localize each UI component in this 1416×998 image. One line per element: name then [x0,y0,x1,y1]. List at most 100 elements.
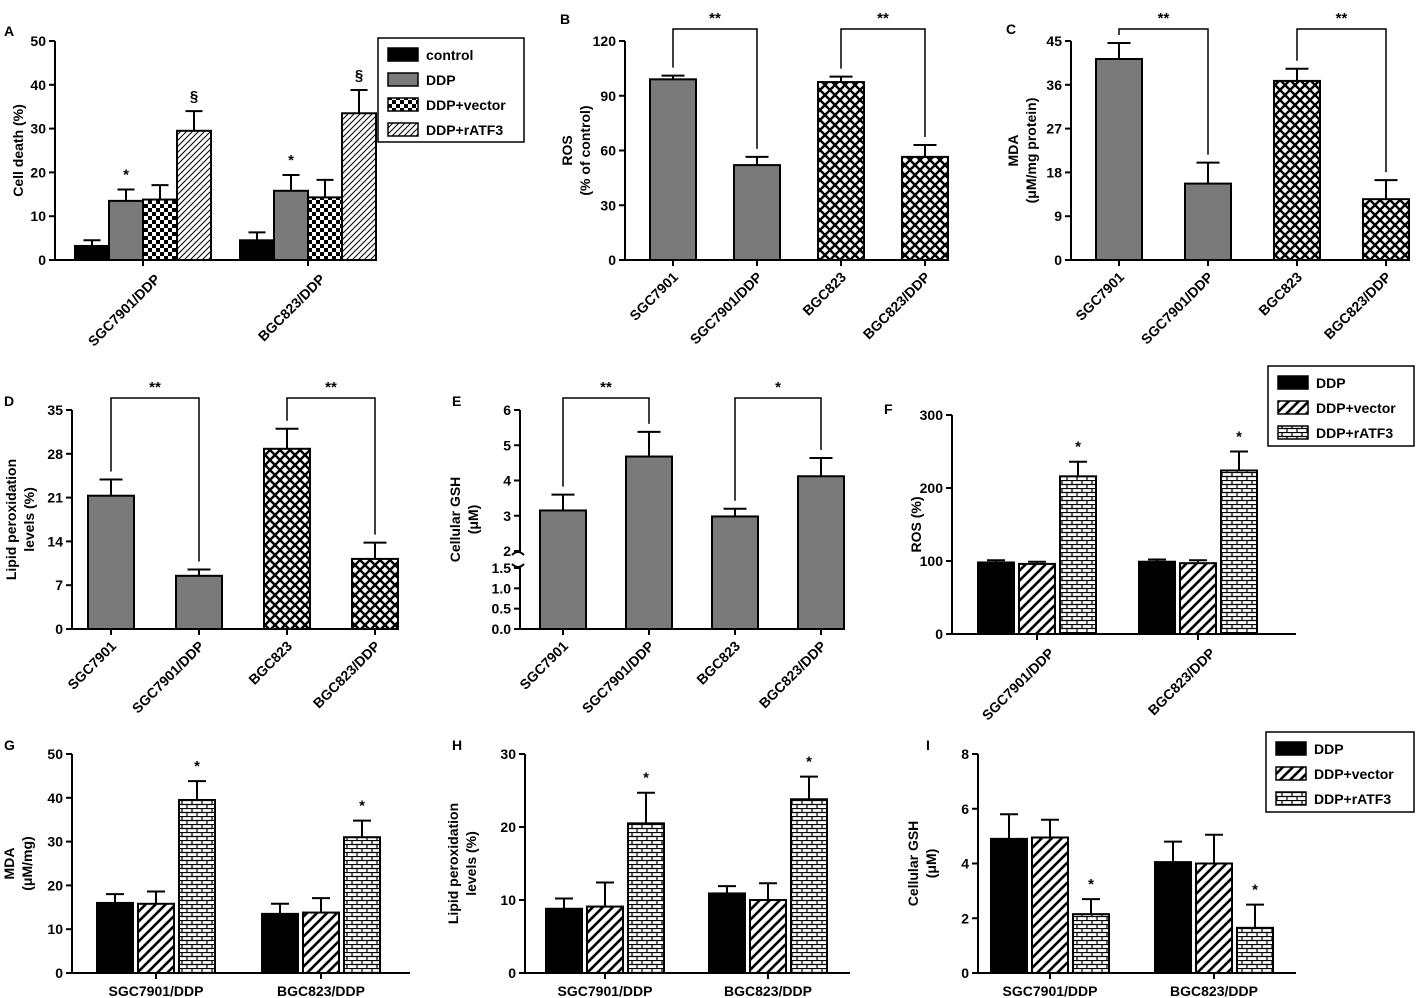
x-tick-label: SGC7901/DDP [109,983,204,998]
panel-letter: C [1006,21,1016,37]
legend-label: DDP [1314,741,1344,757]
x-tick-label: BGC823 [799,269,849,319]
legend-swatch [1277,400,1309,415]
significance-marker: * [1236,429,1242,446]
bar [1195,862,1233,974]
x-tick-label: BGC823/DDP [310,638,383,711]
bar [1154,861,1192,974]
legend: control DDP DDP+vector DDP+rATF3 [377,37,525,143]
bar [273,189,309,262]
x-tick-label: SGC7901 [626,269,681,324]
panel-letter: F [884,401,893,417]
legend-label: DDP+vector [426,97,506,113]
significance-marker: * [643,770,649,787]
bar [1072,913,1110,974]
significance-bracket [110,397,200,562]
significance-marker: * [359,798,365,815]
y-tick-label: 20 [500,819,516,835]
panel-I: I 0 2 4 6 8 Cellular GSH (μM) SGC7901/DDP BGC823/… [905,731,1415,998]
y-axis-title: MDA [1005,135,1021,167]
legend-label: DDP+rATF3 [1316,425,1393,441]
bar [990,837,1028,974]
y-tick-label: 0 [961,965,969,981]
y-axis-title: Cellular GSH [447,477,463,563]
panel-letter: B [560,11,570,27]
bar [178,798,216,974]
significance-marker: § [190,88,198,105]
y-tick-label: 28 [47,446,63,462]
bar [239,239,275,261]
bar [87,494,135,631]
y-tick-label: 50 [47,746,63,762]
y-tick-label: 0.0 [492,621,512,637]
legend-swatch [387,47,419,62]
x-tick-label: SGC7901/DDP [558,983,653,998]
y-tick-label: 14 [47,533,63,549]
axis-break-mark [511,563,525,568]
panel-letter: G [4,737,15,753]
legend-label: DDP+vector [1314,766,1394,782]
y-tick-label: 7 [55,577,63,593]
y-tick-label: 9 [1054,208,1062,224]
significance-marker: * [288,152,294,169]
y-tick-label: 0 [55,621,63,637]
y-tick-label: 30 [600,197,616,213]
significance-label: ** [1336,10,1348,27]
significance-label: ** [877,10,889,27]
axis-break-mark [511,551,525,556]
panel-A: A 0 10 20 30 40 50 Cell death (%) SGC7901/DDP BGC… [4,23,525,349]
y-axis-title: (% of control) [577,105,593,195]
bar [1362,198,1410,262]
y-tick-label: 30 [30,121,46,137]
panel-C: C 0 9 18 27 36 45 MDA (μM/mg protein) SGC7901 SGC7… [1005,10,1410,347]
legend-swatch [387,72,419,87]
y-tick-label: 0.5 [492,601,512,617]
y-tick-label: 3 [503,508,511,524]
bar [545,907,583,975]
legend-swatch [1275,766,1307,781]
bar [74,244,110,261]
y-tick-label: 200 [920,480,944,496]
significance-bracket [286,397,376,535]
x-tick-label: BGC823/DDP [860,269,933,342]
y-tick-label: 300 [920,407,944,423]
y-axis-title: Lipid peroxidation [445,803,461,924]
x-tick-label: SGC7901/DDP [1138,269,1216,347]
y-tick-label: 2 [503,543,511,559]
significance-bracket [1118,28,1209,155]
panel-letter: A [4,23,14,39]
bar [539,509,587,630]
bar [817,81,865,261]
x-tick-label: BGC823 [245,638,295,688]
bar [977,561,1015,636]
x-tick-label: SGC7901/DDP [687,269,765,347]
y-tick-label: 4 [961,856,969,872]
x-tick-label: BGC823 [1255,269,1305,319]
significance-label: * [775,379,781,396]
bar [1220,469,1258,636]
significance-label: ** [1158,10,1170,27]
bar [1184,182,1232,262]
y-tick-label: 120 [593,33,617,49]
y-tick-label: 10 [30,208,46,224]
y-axis-title: levels (%) [21,487,37,552]
y-tick-label: 1.0 [492,580,512,596]
y-axis-title: (μM) [923,849,939,879]
bar [586,905,624,975]
significance-marker: * [1075,439,1081,456]
bar [341,112,377,261]
y-tick-label: 35 [47,402,63,418]
y-tick-label: 0 [38,252,46,268]
y-axis-title: (μM/mg protein) [1023,98,1039,204]
y-tick-label: 0 [1054,252,1062,268]
bar [137,902,175,975]
y-axis-title: ROS (%) [908,497,924,553]
x-tick-label: BGC823 [693,638,743,688]
bar [1059,475,1097,635]
significance-bracket [672,28,758,149]
y-tick-label: 36 [1046,77,1062,93]
x-tick-label: BGC823/DDP [724,983,812,998]
y-tick-label: 100 [920,553,944,569]
bar [711,515,759,631]
